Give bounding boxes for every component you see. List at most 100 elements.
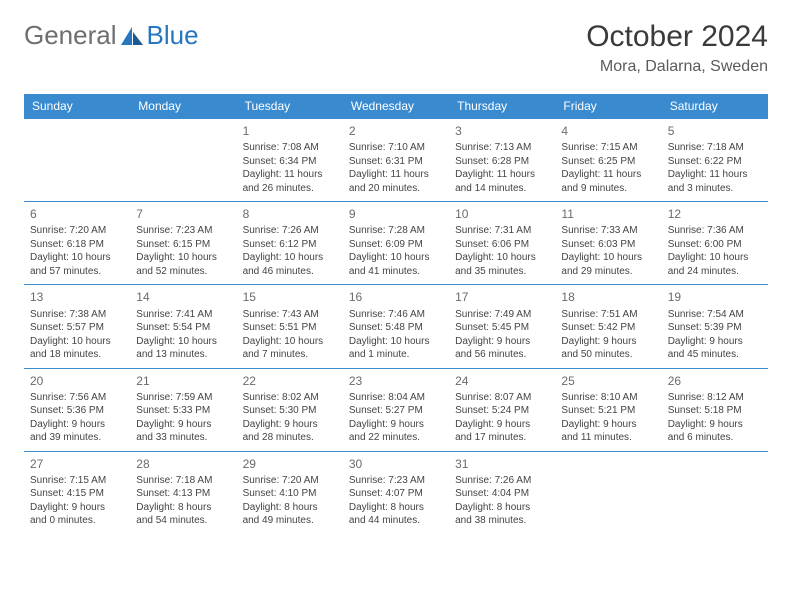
day-number: 5 bbox=[668, 123, 762, 139]
calendar-day-cell: 26Sunrise: 8:12 AMSunset: 5:18 PMDayligh… bbox=[662, 368, 768, 451]
calendar-day-cell: 2Sunrise: 7:10 AMSunset: 6:31 PMDaylight… bbox=[343, 119, 449, 202]
daylight-text: and 26 minutes. bbox=[243, 182, 337, 196]
calendar-week-row: 27Sunrise: 7:15 AMSunset: 4:15 PMDayligh… bbox=[24, 451, 768, 534]
calendar-day-cell bbox=[24, 119, 130, 202]
daylight-text: Daylight: 10 hours bbox=[30, 251, 124, 265]
day-number: 31 bbox=[455, 456, 549, 472]
sunrise-text: Sunrise: 7:31 AM bbox=[455, 224, 549, 238]
day-number: 15 bbox=[243, 289, 337, 305]
daylight-text: and 13 minutes. bbox=[136, 348, 230, 362]
location-text: Mora, Dalarna, Sweden bbox=[586, 58, 768, 76]
calendar-day-cell: 4Sunrise: 7:15 AMSunset: 6:25 PMDaylight… bbox=[555, 119, 661, 202]
day-number: 8 bbox=[243, 206, 337, 222]
calendar-day-cell: 25Sunrise: 8:10 AMSunset: 5:21 PMDayligh… bbox=[555, 368, 661, 451]
sunrise-text: Sunrise: 7:36 AM bbox=[668, 224, 762, 238]
daylight-text: Daylight: 9 hours bbox=[668, 418, 762, 432]
sunrise-text: Sunrise: 7:10 AM bbox=[349, 141, 443, 155]
day-number: 6 bbox=[30, 206, 124, 222]
daylight-text: Daylight: 9 hours bbox=[561, 418, 655, 432]
daylight-text: Daylight: 10 hours bbox=[455, 251, 549, 265]
sunrise-text: Sunrise: 8:04 AM bbox=[349, 391, 443, 405]
weekday-header: Tuesday bbox=[237, 94, 343, 119]
calendar-day-cell: 29Sunrise: 7:20 AMSunset: 4:10 PMDayligh… bbox=[237, 451, 343, 534]
sunset-text: Sunset: 5:48 PM bbox=[349, 321, 443, 335]
daylight-text: and 45 minutes. bbox=[668, 348, 762, 362]
calendar-day-cell: 6 Sunrise: 7:20 AMSunset: 6:18 PMDaylight… bbox=[24, 202, 130, 285]
weekday-header: Friday bbox=[555, 94, 661, 119]
sunrise-text: Sunrise: 7:23 AM bbox=[349, 474, 443, 488]
daylight-text: Daylight: 9 hours bbox=[136, 418, 230, 432]
daylight-text: Daylight: 9 hours bbox=[349, 418, 443, 432]
daylight-text: and 52 minutes. bbox=[136, 265, 230, 279]
sunset-text: Sunset: 6:18 PM bbox=[30, 238, 124, 252]
calendar-day-cell: 8Sunrise: 7:26 AMSunset: 6:12 PMDaylight… bbox=[237, 202, 343, 285]
daylight-text: Daylight: 8 hours bbox=[136, 501, 230, 515]
calendar-day-cell: 24Sunrise: 8:07 AMSunset: 5:24 PMDayligh… bbox=[449, 368, 555, 451]
daylight-text: and 54 minutes. bbox=[136, 514, 230, 528]
daylight-text: and 56 minutes. bbox=[455, 348, 549, 362]
sunset-text: Sunset: 5:42 PM bbox=[561, 321, 655, 335]
day-number: 11 bbox=[561, 206, 655, 222]
day-number: 30 bbox=[349, 456, 443, 472]
daylight-text: and 44 minutes. bbox=[349, 514, 443, 528]
calendar-day-cell: 1Sunrise: 7:08 AMSunset: 6:34 PMDaylight… bbox=[237, 119, 343, 202]
calendar-day-cell bbox=[555, 451, 661, 534]
calendar-body: 1Sunrise: 7:08 AMSunset: 6:34 PMDaylight… bbox=[24, 119, 768, 534]
daylight-text: and 41 minutes. bbox=[349, 265, 443, 279]
logo-sail-icon bbox=[121, 27, 143, 45]
day-number: 19 bbox=[668, 289, 762, 305]
sunrise-text: Sunrise: 7:18 AM bbox=[136, 474, 230, 488]
title-block: October 2024 Mora, Dalarna, Sweden bbox=[586, 20, 768, 76]
sunset-text: Sunset: 6:22 PM bbox=[668, 155, 762, 169]
daylight-text: and 9 minutes. bbox=[561, 182, 655, 196]
sunrise-text: Sunrise: 7:20 AM bbox=[30, 224, 124, 238]
daylight-text: and 24 minutes. bbox=[668, 265, 762, 279]
sunset-text: Sunset: 5:30 PM bbox=[243, 404, 337, 418]
sunrise-text: Sunrise: 7:15 AM bbox=[30, 474, 124, 488]
daylight-text: Daylight: 10 hours bbox=[243, 335, 337, 349]
logo-text-general: General bbox=[24, 20, 117, 51]
daylight-text: and 35 minutes. bbox=[455, 265, 549, 279]
sunrise-text: Sunrise: 7:26 AM bbox=[455, 474, 549, 488]
calendar-day-cell: 14Sunrise: 7:41 AMSunset: 5:54 PMDayligh… bbox=[130, 285, 236, 368]
calendar-day-cell: 12Sunrise: 7:36 AMSunset: 6:00 PMDayligh… bbox=[662, 202, 768, 285]
sunrise-text: Sunrise: 8:02 AM bbox=[243, 391, 337, 405]
sunrise-text: Sunrise: 7:51 AM bbox=[561, 308, 655, 322]
daylight-text: Daylight: 10 hours bbox=[30, 335, 124, 349]
daylight-text: Daylight: 11 hours bbox=[561, 168, 655, 182]
daylight-text: and 49 minutes. bbox=[243, 514, 337, 528]
calendar-day-cell: 20Sunrise: 7:56 AMSunset: 5:36 PMDayligh… bbox=[24, 368, 130, 451]
daylight-text: Daylight: 11 hours bbox=[668, 168, 762, 182]
calendar-day-cell bbox=[662, 451, 768, 534]
sunset-text: Sunset: 6:34 PM bbox=[243, 155, 337, 169]
daylight-text: and 0 minutes. bbox=[30, 514, 124, 528]
day-number: 12 bbox=[668, 206, 762, 222]
calendar-day-cell: 17Sunrise: 7:49 AMSunset: 5:45 PMDayligh… bbox=[449, 285, 555, 368]
sunrise-text: Sunrise: 7:41 AM bbox=[136, 308, 230, 322]
calendar-day-cell: 7Sunrise: 7:23 AMSunset: 6:15 PMDaylight… bbox=[130, 202, 236, 285]
sunset-text: Sunset: 6:15 PM bbox=[136, 238, 230, 252]
day-number: 25 bbox=[561, 373, 655, 389]
daylight-text: Daylight: 10 hours bbox=[349, 335, 443, 349]
daylight-text: and 38 minutes. bbox=[455, 514, 549, 528]
sunset-text: Sunset: 6:06 PM bbox=[455, 238, 549, 252]
calendar-day-cell: 15Sunrise: 7:43 AMSunset: 5:51 PMDayligh… bbox=[237, 285, 343, 368]
daylight-text: Daylight: 11 hours bbox=[349, 168, 443, 182]
daylight-text: and 14 minutes. bbox=[455, 182, 549, 196]
sunrise-text: Sunrise: 8:07 AM bbox=[455, 391, 549, 405]
weekday-header: Saturday bbox=[662, 94, 768, 119]
sunset-text: Sunset: 4:10 PM bbox=[243, 487, 337, 501]
day-number: 24 bbox=[455, 373, 549, 389]
calendar-day-cell: 23Sunrise: 8:04 AMSunset: 5:27 PMDayligh… bbox=[343, 368, 449, 451]
daylight-text: and 18 minutes. bbox=[30, 348, 124, 362]
daylight-text: Daylight: 10 hours bbox=[561, 251, 655, 265]
day-number: 14 bbox=[136, 289, 230, 305]
daylight-text: and 7 minutes. bbox=[243, 348, 337, 362]
sunset-text: Sunset: 5:57 PM bbox=[30, 321, 124, 335]
logo-text-blue: Blue bbox=[147, 20, 199, 51]
weekday-header: Thursday bbox=[449, 94, 555, 119]
weekday-header-row: Sunday Monday Tuesday Wednesday Thursday… bbox=[24, 94, 768, 119]
sunset-text: Sunset: 6:25 PM bbox=[561, 155, 655, 169]
day-number: 27 bbox=[30, 456, 124, 472]
sunset-text: Sunset: 4:04 PM bbox=[455, 487, 549, 501]
